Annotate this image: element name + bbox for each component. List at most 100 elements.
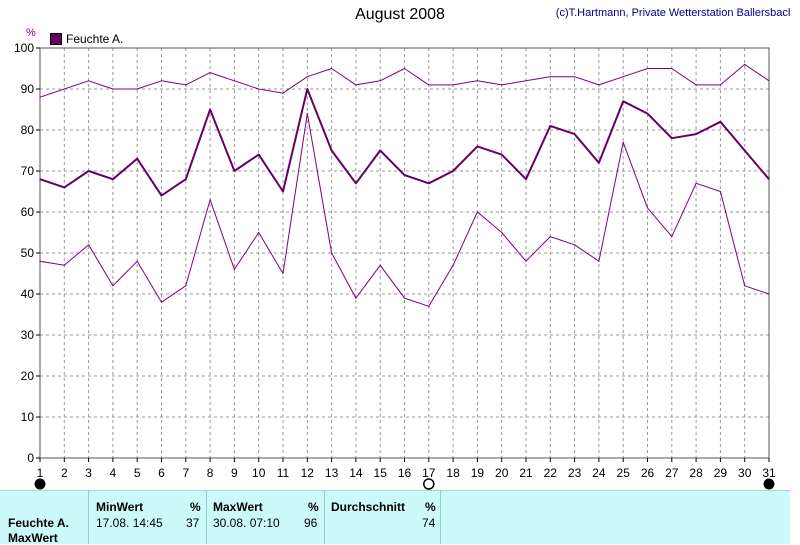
data-point-max	[282, 92, 284, 94]
statistics-panel: MinWert % MaxWert % Durchschnitt % Feuch…	[0, 490, 790, 545]
new-moon-icon	[763, 478, 775, 490]
y-tick-label: 40	[21, 287, 35, 301]
data-point-min	[646, 207, 649, 209]
x-tick-label: 10	[252, 466, 266, 480]
data-point-max	[160, 80, 163, 82]
data-point-avg	[744, 149, 746, 152]
data-point-avg	[428, 182, 430, 184]
y-tick-label: 70	[21, 164, 35, 178]
data-point-avg	[622, 100, 624, 102]
x-tick-label: 15	[374, 466, 388, 480]
data-point-avg	[598, 162, 600, 164]
copyright-text: (c)T.Hartmann, Private Wetterstation Bal…	[555, 7, 794, 19]
data-point-max	[695, 84, 697, 86]
x-tick-label: 11	[277, 466, 290, 480]
y-tick-label: 100	[14, 41, 34, 55]
data-point-max	[331, 67, 333, 70]
data-point-min	[282, 272, 284, 275]
x-tick-label: 22	[544, 466, 558, 480]
x-tick-label: 18	[446, 466, 460, 480]
right-edge-strip	[790, 0, 800, 543]
data-point-max	[112, 88, 114, 90]
data-point-min	[379, 264, 381, 266]
data-point-min	[331, 252, 333, 254]
x-tick-label: 25	[617, 466, 631, 480]
x-tick-label: 5	[134, 466, 141, 480]
y-tick-label: 20	[21, 369, 35, 383]
y-tick-label: 80	[21, 123, 35, 137]
chart-title: August 2008	[355, 6, 445, 23]
x-tick-label: 27	[665, 466, 679, 480]
data-point-max	[428, 84, 430, 86]
data-point-min	[258, 231, 260, 234]
row-label: Feuchte A.	[8, 516, 69, 530]
data-point-avg	[112, 178, 114, 180]
data-point-min	[525, 260, 527, 262]
data-point-avg	[719, 121, 722, 123]
data-point-avg	[549, 125, 551, 127]
data-point-min	[622, 141, 624, 143]
data-point-min	[355, 297, 357, 299]
x-tick-label: 16	[398, 466, 412, 480]
data-point-min	[549, 236, 551, 238]
y-tick-label: 30	[21, 328, 35, 342]
max-value: 96	[304, 516, 318, 530]
data-point-avg	[671, 137, 673, 139]
data-point-avg	[233, 170, 235, 172]
data-point-max	[622, 76, 624, 78]
x-tick-label: 13	[325, 466, 339, 480]
data-point-max	[39, 96, 41, 98]
data-point-avg	[185, 178, 187, 180]
data-point-max	[403, 67, 406, 70]
data-point-max	[598, 84, 600, 86]
x-tick-label: 21	[519, 466, 533, 480]
x-tick-label: 19	[471, 466, 485, 480]
data-point-max	[88, 80, 90, 82]
data-point-max	[574, 76, 576, 78]
data-point-min	[768, 293, 770, 295]
data-point-min	[136, 260, 138, 262]
data-point-max	[768, 80, 770, 82]
data-point-avg	[403, 174, 406, 176]
x-tick-label: 9	[231, 466, 238, 480]
data-point-max	[646, 67, 649, 70]
data-point-avg	[282, 190, 284, 193]
data-point-min	[185, 285, 187, 287]
data-point-avg	[209, 108, 211, 111]
data-point-avg	[525, 178, 527, 180]
data-point-min	[209, 199, 211, 201]
avg-value: 74	[422, 516, 436, 530]
y-tick-label: 0	[27, 451, 34, 465]
data-point-max	[136, 88, 138, 90]
stats-divider	[440, 491, 441, 544]
data-point-max	[476, 80, 478, 82]
legend-label: Feuchte A.	[66, 32, 124, 46]
data-point-max	[501, 84, 503, 86]
x-tick-label: 6	[158, 466, 165, 480]
data-point-max	[258, 88, 260, 90]
data-point-min	[39, 260, 41, 262]
full-moon-icon	[423, 478, 435, 490]
data-point-avg	[452, 170, 454, 172]
x-tick-label: 14	[349, 466, 363, 480]
data-point-min	[501, 231, 503, 234]
x-tick-label: 28	[689, 466, 703, 480]
x-tick-label: 8	[207, 466, 214, 480]
data-point-min	[695, 182, 697, 184]
data-point-min	[63, 264, 65, 266]
data-point-max	[306, 76, 308, 78]
data-point-avg	[63, 186, 65, 188]
legend: Feuchte A.	[50, 32, 123, 46]
x-tick-label: 17	[422, 466, 436, 480]
data-point-max	[671, 67, 673, 70]
stats-divider	[206, 491, 207, 544]
data-point-min	[403, 297, 406, 299]
y-tick-label: 10	[21, 410, 35, 424]
data-point-max	[355, 84, 357, 86]
x-tick-label: 30	[738, 466, 752, 480]
x-tick-label: 7	[182, 466, 189, 480]
y-tick-label: 60	[21, 205, 35, 219]
second-row-label: MaxWert	[8, 531, 58, 545]
data-point-max	[379, 80, 381, 82]
